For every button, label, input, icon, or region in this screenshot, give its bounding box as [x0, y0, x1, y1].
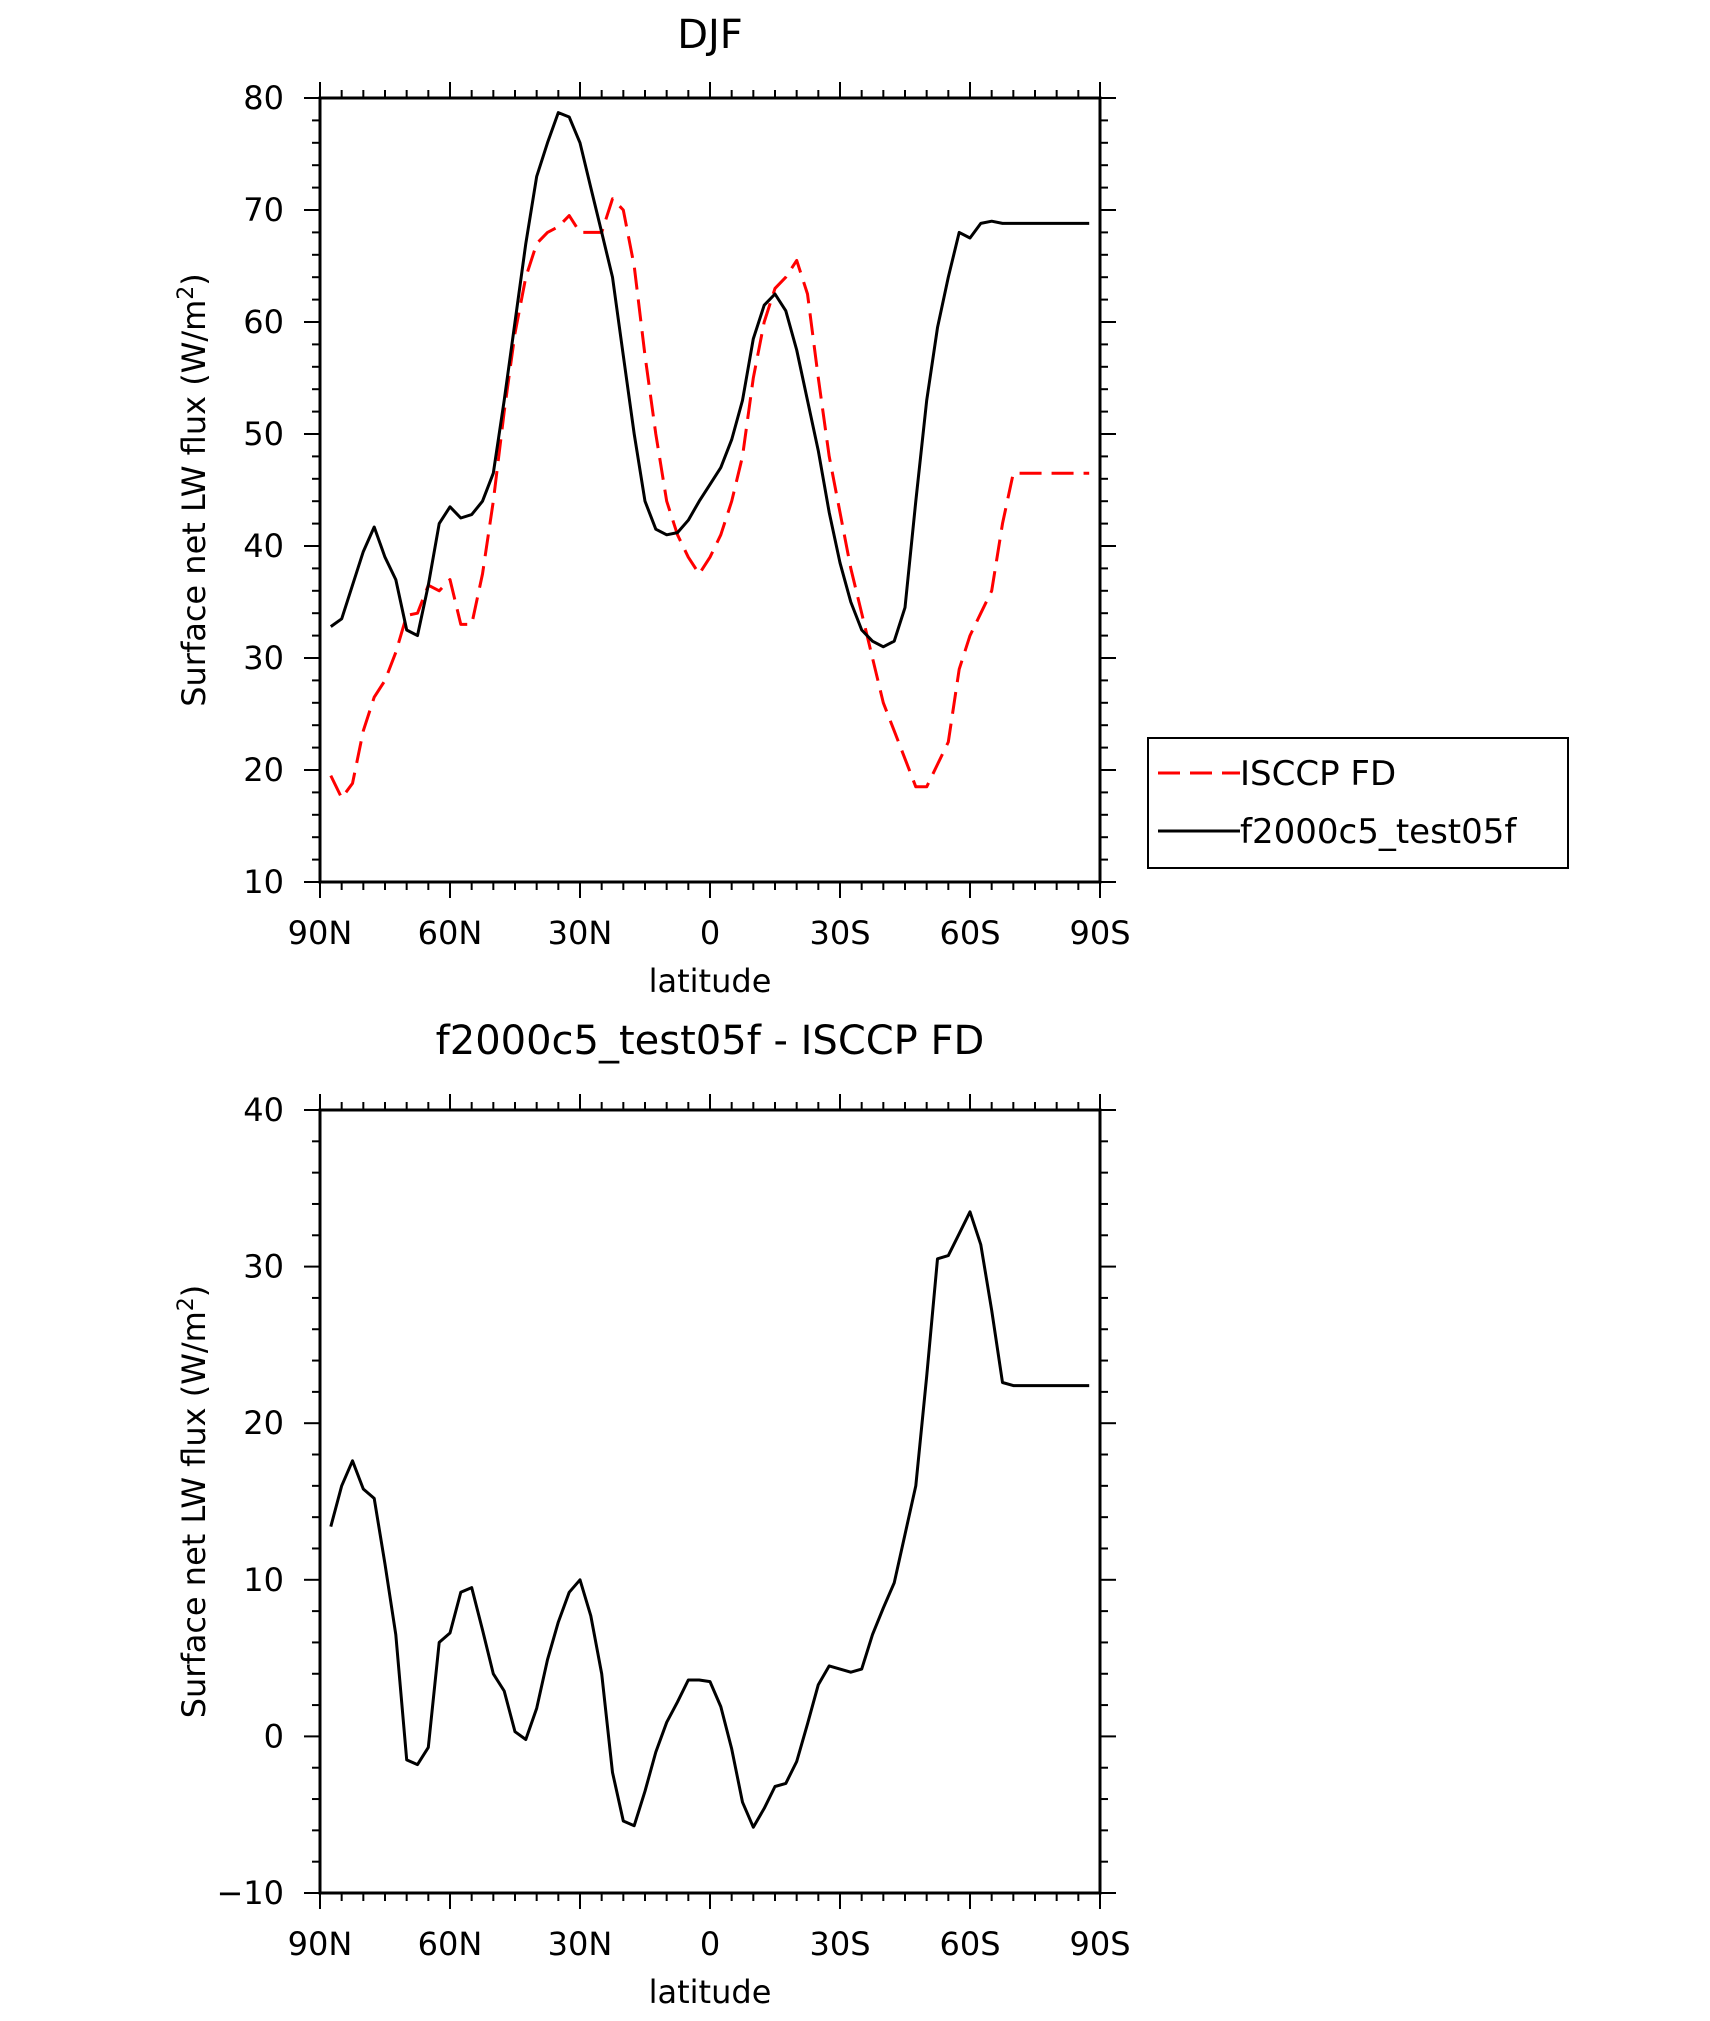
x-axis-label: latitude [649, 962, 772, 1000]
x-tick-label: 60N [418, 1925, 483, 1963]
y-tick-label: 40 [243, 1091, 284, 1129]
y-axis-label-close: ) [175, 273, 213, 285]
y-axis-label-superscript: 2 [174, 286, 199, 300]
y-tick-label: 0 [264, 1717, 284, 1755]
legend-label: ISCCP FD [1240, 754, 1396, 794]
chart-difference: f2000c5_test05f - ISCCP FD 90N 60N 30N 0 30S 6… [174, 1018, 1131, 2011]
y-tick-label: 20 [243, 1404, 284, 1442]
x-tick-label: 0 [700, 914, 720, 952]
y-tick-label: 40 [243, 527, 284, 565]
x-tick-label: 30S [809, 1925, 870, 1963]
x-tick-label: 0 [700, 1925, 720, 1963]
y-tick-label: 60 [243, 303, 284, 341]
y-tick-label: 10 [243, 863, 284, 901]
legend-label: f2000c5_test05f [1240, 812, 1517, 852]
y-axis-label-main: Surface net LW flux (W/m [175, 300, 213, 707]
y-tick-label: 80 [243, 79, 284, 117]
y-tick-label: 10 [243, 1561, 284, 1599]
x-tick-label: 90S [1069, 1925, 1130, 1963]
y-axis-label: Surface net LW flux (W/m2) [174, 273, 213, 707]
x-axis-label: latitude [649, 1973, 772, 2011]
chart-djf: DJF 90N 60N 30N 0 30S 60S 90S 10 20 30 40 50 60 70 80 la… [174, 12, 1569, 1000]
series-line-difference [329, 1210, 1090, 1829]
legend: ISCCP FD f2000c5_test05f [1147, 737, 1569, 869]
x-tick-label: 30N [548, 914, 613, 952]
y-tick-label: −10 [216, 1874, 284, 1912]
series-line-isccp-fd [329, 197, 1090, 800]
x-tick-label: 30N [548, 1925, 613, 1963]
legend-box [1147, 737, 1569, 869]
x-tick-label: 60S [939, 914, 1000, 952]
y-axis-label: Surface net LW flux (W/m2) [174, 1285, 213, 1719]
x-tick-label: 30S [809, 914, 870, 952]
chart-title: f2000c5_test05f - ISCCP FD [436, 1018, 985, 1064]
x-tick-label: 90N [288, 914, 353, 952]
chart-title: DJF [677, 12, 743, 58]
y-tick-label: 30 [243, 1248, 284, 1286]
series-line-f2000c5-test05f [329, 111, 1090, 649]
x-tick-label: 90S [1069, 914, 1130, 952]
x-tick-label: 60S [939, 1925, 1000, 1963]
y-axis-label-superscript: 2 [174, 1297, 199, 1311]
x-tick-label: 90N [288, 1925, 353, 1963]
y-tick-label: 50 [243, 415, 284, 453]
y-tick-label: 70 [243, 191, 284, 229]
plot-frame [318, 1108, 1102, 1895]
y-tick-label: 30 [243, 639, 284, 677]
y-tick-label: 20 [243, 751, 284, 789]
y-axis-label-main: Surface net LW flux (W/m [175, 1311, 213, 1718]
x-tick-label: 60N [418, 914, 483, 952]
plot-frame [318, 96, 1102, 884]
y-axis-label-close: ) [175, 1285, 213, 1297]
